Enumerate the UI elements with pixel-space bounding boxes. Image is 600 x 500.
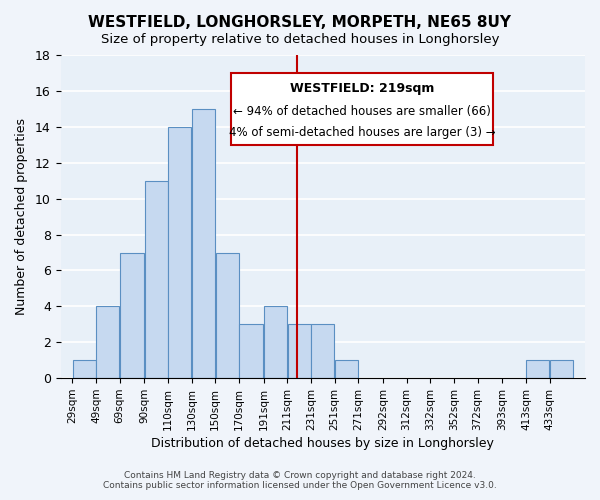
Bar (287, 324, 311, 378)
Bar (526, 360, 549, 378)
Text: WESTFIELD: 219sqm: WESTFIELD: 219sqm (290, 82, 434, 96)
Bar (120, 252, 144, 378)
Bar (192, 109, 215, 378)
Bar (335, 360, 358, 378)
Bar (264, 306, 287, 378)
Bar (239, 324, 263, 378)
Bar (73, 360, 95, 378)
Text: Size of property relative to detached houses in Longhorsley: Size of property relative to detached ho… (101, 32, 499, 46)
Bar (215, 252, 239, 378)
Text: ← 94% of detached houses are smaller (66): ← 94% of detached houses are smaller (66… (233, 105, 491, 118)
X-axis label: Distribution of detached houses by size in Longhorsley: Distribution of detached houses by size … (151, 437, 494, 450)
Bar (169, 127, 191, 378)
Bar (145, 180, 168, 378)
Text: Contains HM Land Registry data © Crown copyright and database right 2024.
Contai: Contains HM Land Registry data © Crown c… (103, 470, 497, 490)
Bar (550, 360, 573, 378)
Bar (311, 324, 334, 378)
Text: WESTFIELD, LONGHORSLEY, MORPETH, NE65 8UY: WESTFIELD, LONGHORSLEY, MORPETH, NE65 8U… (89, 15, 511, 30)
Y-axis label: Number of detached properties: Number of detached properties (15, 118, 28, 315)
FancyBboxPatch shape (231, 73, 493, 146)
Text: 4% of semi-detached houses are larger (3) →: 4% of semi-detached houses are larger (3… (229, 126, 496, 139)
Bar (96, 306, 119, 378)
